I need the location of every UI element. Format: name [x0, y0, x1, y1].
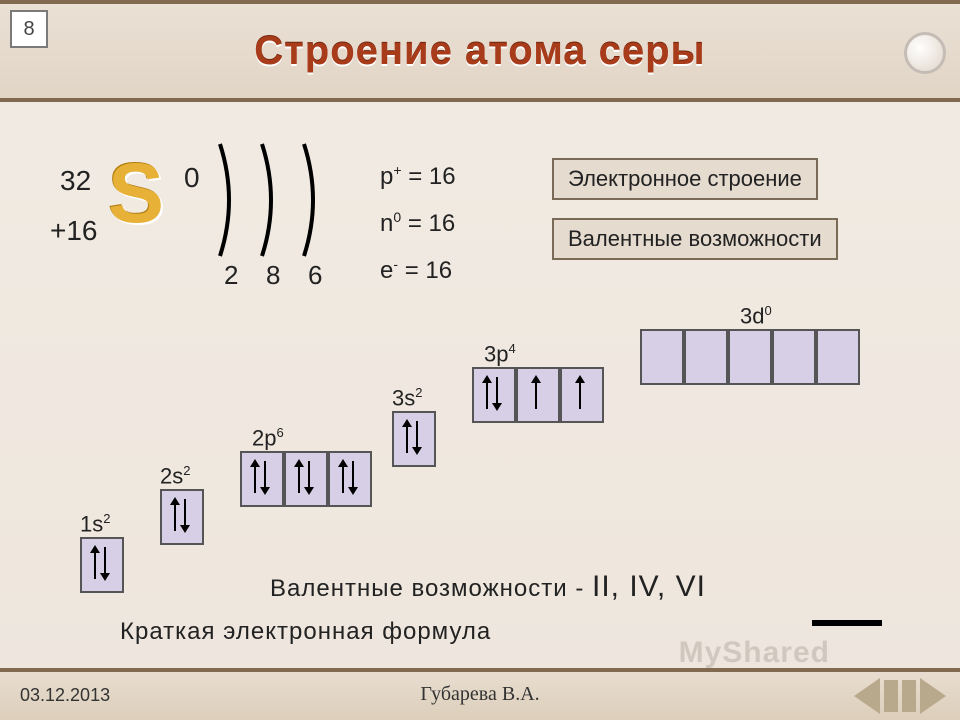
symbol-superscript: 0: [184, 162, 200, 194]
arr-3p-3: [560, 367, 600, 419]
shell-count-2: 8: [266, 260, 280, 291]
label-3d: 3d0: [740, 303, 772, 329]
nuclear-charge: +16: [50, 215, 98, 247]
arr-3s: [392, 411, 432, 463]
valence-possibilities-button[interactable]: Валентные возможности: [552, 218, 838, 260]
label-3p: 3p4: [484, 341, 516, 367]
box-3d-1: [640, 329, 684, 385]
neutron-line: n0 = 16: [380, 197, 456, 244]
arr-3p-1: [472, 367, 512, 419]
short-formula-label: Краткая электронная формула: [120, 618, 491, 646]
content-area: 32 +16 S 0 2 8 6 p+ = 16 n0 = 16 e- = 16…: [0, 110, 960, 662]
page-number-box: 8: [10, 10, 48, 48]
element-symbol: S: [108, 145, 164, 242]
label-3s: 3s2: [392, 385, 422, 411]
label-2s: 2s2: [160, 463, 190, 489]
shell-arc-1: [218, 140, 240, 260]
mass-number: 32: [60, 165, 91, 197]
label-1s: 1s2: [80, 511, 110, 537]
arr-2s: [160, 489, 200, 541]
proton-line: p+ = 16: [380, 150, 456, 197]
arr-2p-2: [284, 451, 324, 503]
shell-arc-3: [302, 140, 324, 260]
nav-stop-1[interactable]: [884, 680, 898, 712]
box-3d-3: [728, 329, 772, 385]
shell-count-3: 6: [308, 260, 322, 291]
box-3d-2: [684, 329, 728, 385]
shell-count-1: 2: [224, 260, 238, 291]
nav-prev-icon[interactable]: [854, 678, 880, 714]
nav-next-icon[interactable]: [920, 678, 946, 714]
shell-arc-2: [260, 140, 282, 260]
slide: Строение атома серы 8 32 +16 S 0 2 8 6 p…: [0, 0, 960, 720]
electron-structure-button[interactable]: Электронное строение: [552, 158, 818, 200]
footer-author: Губарева В.А.: [0, 683, 960, 706]
valence-summary: Валентные возможности - II, IV, VI: [270, 570, 706, 604]
orbital-diagram: 1s2 2s2 2p6 3s2 3p4 3d0: [80, 305, 930, 605]
corner-ring-icon: [904, 32, 946, 74]
slide-title: Строение атома серы: [254, 29, 705, 74]
arr-2p-1: [240, 451, 280, 503]
watermark: MyShared: [679, 636, 830, 670]
electron-line: e- = 16: [380, 244, 456, 291]
label-2p: 2p6: [252, 425, 284, 451]
arr-1s: [80, 537, 120, 589]
page-number: 8: [23, 18, 34, 41]
arr-3p-2: [516, 367, 556, 419]
particle-list: p+ = 16 n0 = 16 e- = 16: [380, 150, 456, 291]
box-3d-5: [816, 329, 860, 385]
nav-stop-2[interactable]: [902, 680, 916, 712]
valence-roman: II, IV, VI: [592, 570, 706, 603]
nav-controls: [854, 678, 946, 714]
box-3d-4: [772, 329, 816, 385]
arr-2p-3: [328, 451, 368, 503]
title-bar: Строение атома серы: [0, 0, 960, 102]
underline-marker: [812, 620, 882, 626]
